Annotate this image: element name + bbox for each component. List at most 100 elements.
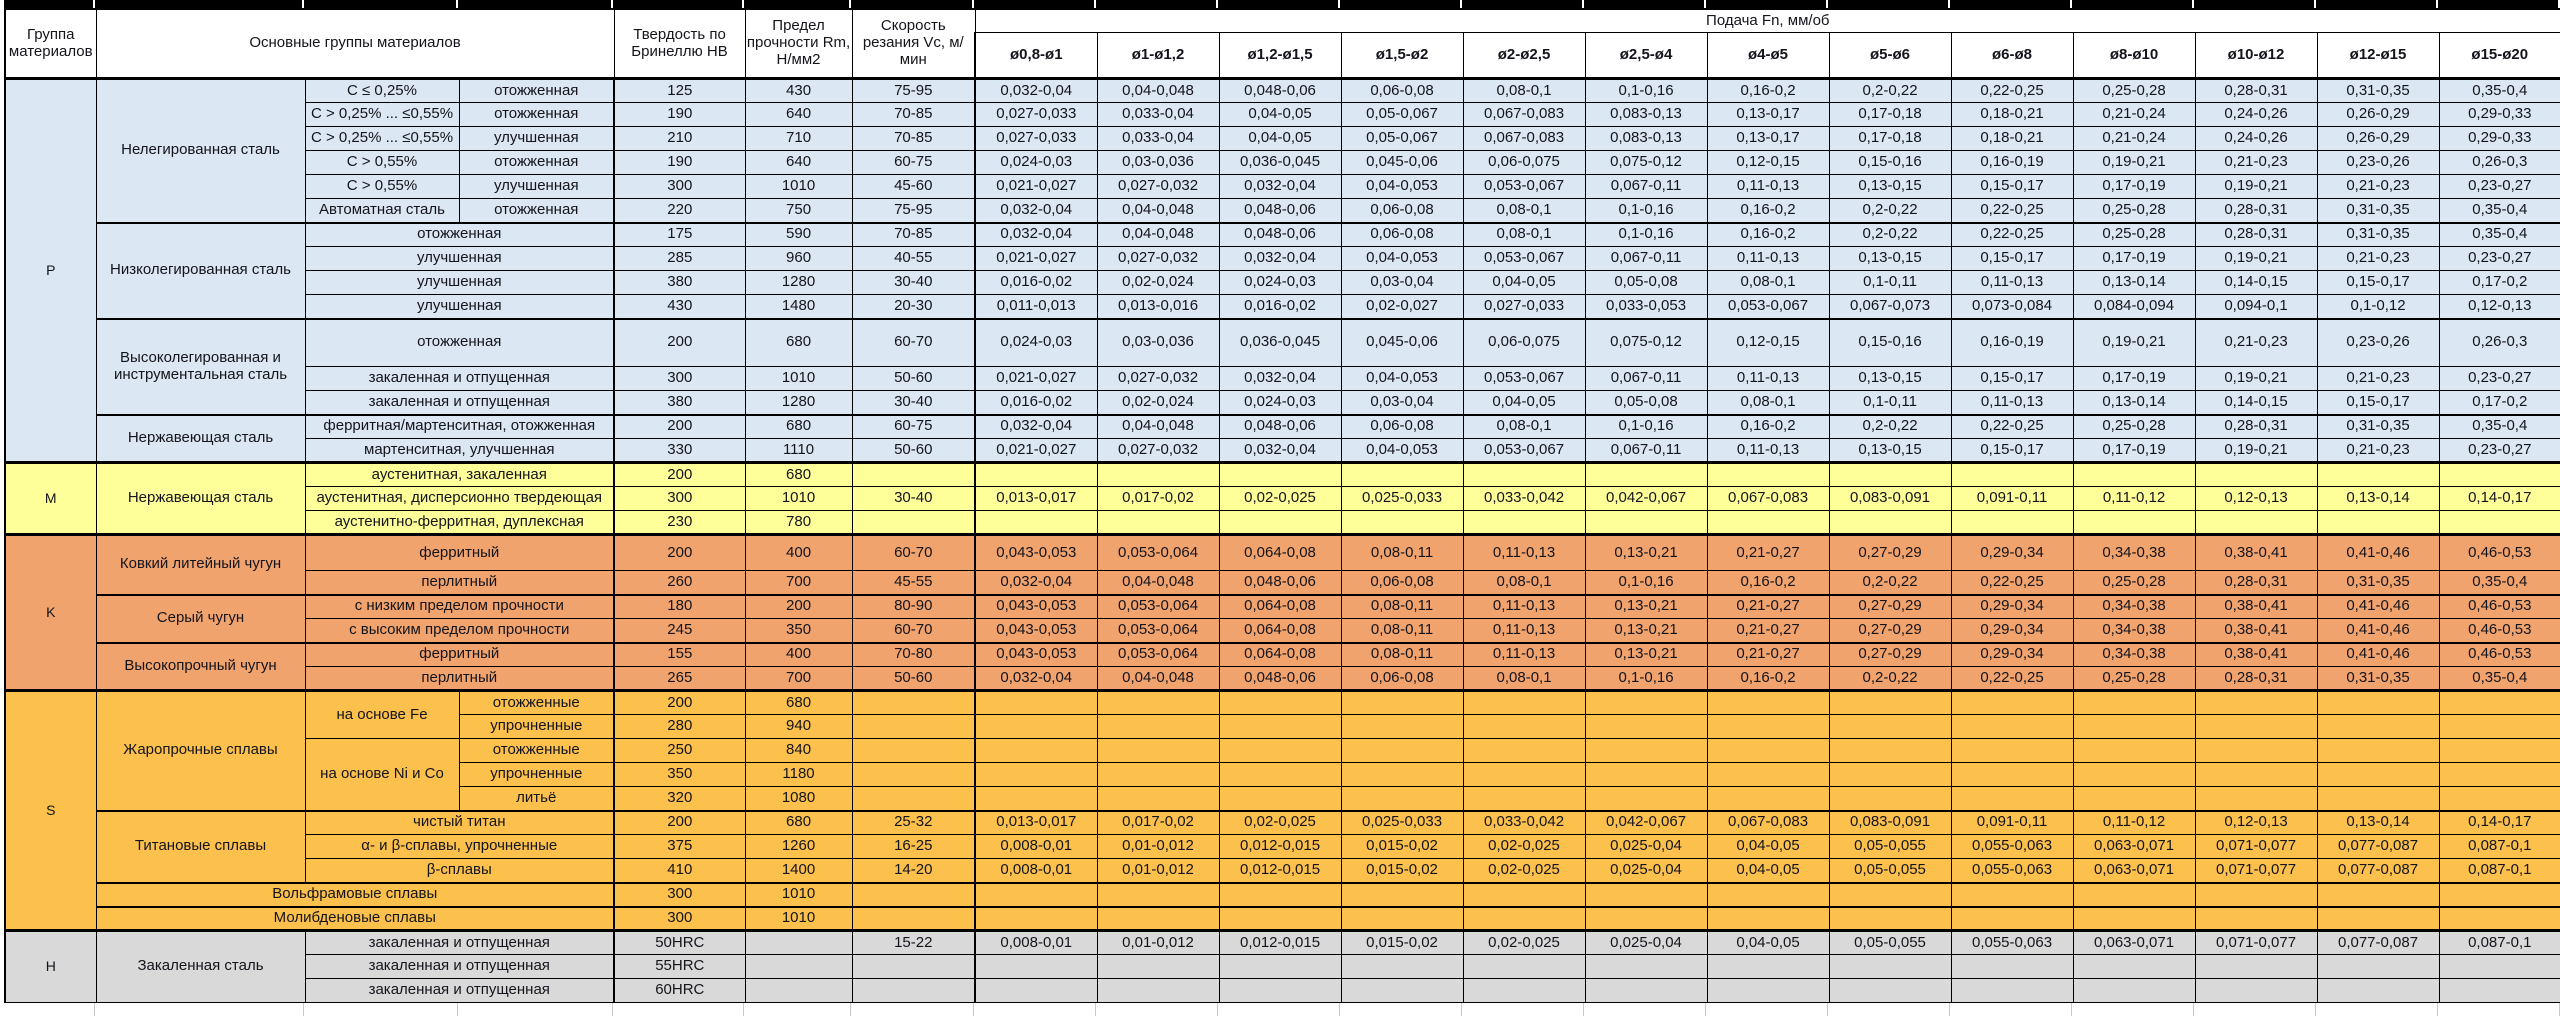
cell-hardness: 210 <box>613 126 746 151</box>
table-row: H Закаленная сталь закаленная и отпущенная… <box>4 929 2560 1003</box>
cell-speed: 70-85 <box>851 102 976 127</box>
cell-feed: 0,11-0,13 <box>1950 270 2074 295</box>
cell-feed <box>1584 461 1708 487</box>
material-state: улучшенная <box>458 174 615 199</box>
cell-strength <box>744 954 853 979</box>
section-name: Нержавеющая сталь <box>95 413 306 463</box>
feed-col-header: ø2-ø2,5 <box>1462 32 1586 80</box>
cell-feed <box>2194 905 2318 931</box>
cell-strength: 1080 <box>744 786 853 811</box>
cell-feed <box>2316 881 2440 907</box>
cell-feed: 0,46-0,53 <box>2438 641 2560 667</box>
cell-hardness: 230 <box>613 510 746 535</box>
cell-feed: 0,032-0,04 <box>1218 246 1342 271</box>
cell-feed: 0,14-0,17 <box>2438 809 2560 835</box>
cell-feed: 0,025-0,033 <box>1340 809 1464 835</box>
cell-feed <box>1462 461 1586 487</box>
cell-feed: 0,021-0,027 <box>974 174 1098 199</box>
cell-feed: 0,1-0,16 <box>1584 198 1708 223</box>
section-name: Низколегированная сталь <box>95 221 306 319</box>
cell-feed: 0,042-0,067 <box>1584 486 1708 511</box>
cell-feed: 0,23-0,26 <box>2316 150 2440 175</box>
cell-strength: 1260 <box>744 834 853 859</box>
cell-strength: 780 <box>744 510 853 535</box>
cell-feed: 0,08-0,11 <box>1340 533 1464 571</box>
cell-hardness: 190 <box>613 150 746 175</box>
cell-feed <box>1096 905 1220 931</box>
cell-feed: 0,033-0,04 <box>1096 126 1220 151</box>
cell-hardness: 300 <box>613 174 746 199</box>
cell-feed <box>1218 978 1342 1003</box>
cell-feed: 0,23-0,26 <box>2316 317 2440 367</box>
cell-feed: 0,16-0,19 <box>1950 317 2074 367</box>
feed-col-header: ø12-ø15 <box>2316 32 2440 80</box>
cell-feed: 0,083-0,13 <box>1584 126 1708 151</box>
cell-feed: 0,04-0,048 <box>1096 221 1220 247</box>
top-dark-strip <box>4 0 2560 8</box>
material-state: ферритный <box>304 533 615 571</box>
table-row: Вольфрамовые сплавы 300 1010 <box>5 881 2560 907</box>
cell-feed: 0,15-0,16 <box>1828 317 1952 367</box>
cell-feed <box>1340 786 1464 811</box>
col-header-feed-title: Подача Fn, мм/об <box>974 8 2560 33</box>
cell-feed: 0,46-0,53 <box>2438 618 2560 643</box>
cell-feed: 0,02-0,025 <box>1462 929 1586 955</box>
table-row: Серый чугун с низким пределом прочности 18… <box>5 593 2560 643</box>
cell-feed <box>1828 689 1952 715</box>
cell-feed <box>2438 978 2560 1003</box>
cell-feed: 0,27-0,29 <box>1828 641 1952 667</box>
cell-hardness: 300 <box>613 881 746 907</box>
cell-feed: 0,11-0,13 <box>1462 533 1586 571</box>
cell-strength: 1010 <box>744 174 853 199</box>
table-row: перлитный 260 700 45-55 0,032-0,04 0,04-0,048… <box>5 570 2560 595</box>
feed-col-header: ø1,2-ø1,5 <box>1218 32 1342 80</box>
cell-feed: 0,075-0,12 <box>1584 150 1708 175</box>
cell-feed <box>1950 905 2074 931</box>
cell-speed <box>851 978 976 1003</box>
section-name: Титановые сплавы <box>95 809 306 883</box>
cell-feed <box>2438 461 2560 487</box>
material-subtype: C > 0,55% <box>304 174 460 199</box>
material-state: улучшенная <box>304 294 615 319</box>
section-name: Жаропрочные сплавы <box>95 689 306 811</box>
cell-feed: 0,02-0,025 <box>1462 858 1586 883</box>
cell-hardness: 200 <box>613 809 746 835</box>
section-name: Вольфрамовые сплавы <box>95 881 615 907</box>
cell-strength <box>744 929 853 955</box>
table-row: Нержавеющая сталь ферритная/мартенситная,… <box>5 413 2560 463</box>
cell-hardness: 300 <box>613 366 746 391</box>
cell-hardness: 175 <box>613 221 746 247</box>
cell-feed: 0,16-0,2 <box>1706 666 1830 691</box>
cell-feed <box>1584 510 1708 535</box>
table-row: S Жаропрочные сплавы на основе Fe отожженны… <box>4 689 2560 931</box>
cell-feed: 0,23-0,27 <box>2438 246 2560 271</box>
cell-feed: 0,31-0,35 <box>2316 198 2440 223</box>
cell-feed: 0,04-0,053 <box>1340 246 1464 271</box>
cell-feed: 0,077-0,087 <box>2316 834 2440 859</box>
cell-feed: 0,21-0,23 <box>2316 438 2440 463</box>
cell-feed: 0,12-0,13 <box>2438 294 2560 319</box>
cell-feed <box>1950 762 2074 787</box>
cell-feed <box>974 762 1098 787</box>
material-state: β-сплавы <box>304 858 615 883</box>
cell-feed <box>1096 689 1220 715</box>
cell-feed: 0,083-0,091 <box>1828 809 1952 835</box>
cell-feed <box>1706 510 1830 535</box>
cell-feed: 0,18-0,21 <box>1950 102 2074 127</box>
cell-feed: 0,29-0,34 <box>1950 533 2074 571</box>
cell-feed <box>2072 786 2196 811</box>
cell-feed <box>2194 762 2318 787</box>
cell-feed <box>974 905 1098 931</box>
table-row: α- и β-сплавы, упрочненные 375 1260 16-25 0,… <box>5 834 2560 859</box>
cell-feed: 0,17-0,19 <box>2072 366 2196 391</box>
cell-strength: 1110 <box>744 438 853 463</box>
feed-col-header: ø1-ø1,2 <box>1096 32 1220 80</box>
cell-feed: 0,043-0,053 <box>974 618 1098 643</box>
table-header: Группа материалов Основные группы матери… <box>4 8 2560 80</box>
section-name: Нержавеющая сталь <box>95 461 306 535</box>
cell-feed: 0,067-0,083 <box>1462 126 1586 151</box>
cell-feed: 0,19-0,21 <box>2072 317 2196 367</box>
cell-feed: 0,024-0,03 <box>974 150 1098 175</box>
cell-feed <box>2194 689 2318 715</box>
cell-feed: 0,35-0,4 <box>2438 413 2560 439</box>
